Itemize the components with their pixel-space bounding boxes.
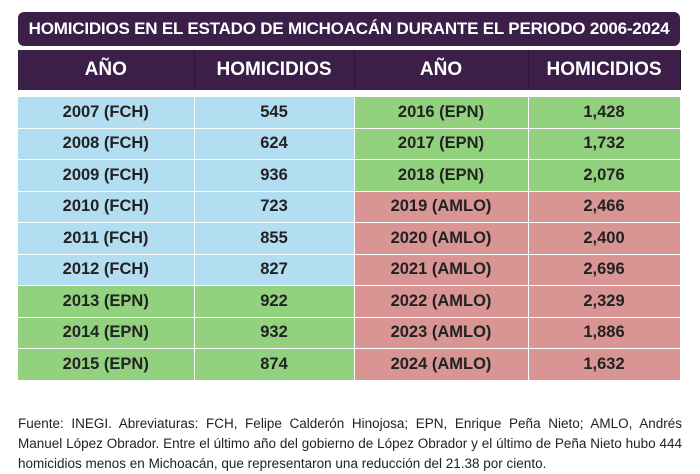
year-right-cell: 2016 (EPN) [354, 97, 529, 129]
homicides-left-cell: 855 [194, 222, 355, 255]
year-left-cell: 2010 (FCH) [18, 191, 195, 223]
header-row: AÑO HOMICIDIOS AÑO HOMICIDIOS [18, 50, 681, 90]
year-right-cell: 2023 (AMLO) [354, 317, 529, 349]
year-right-cell: 2022 (AMLO) [354, 285, 529, 318]
table-row: 2013 (EPN) 922 2022 (AMLO) 2,329 [18, 285, 681, 318]
table-row: 2015 (EPN) 874 2024 (AMLO) 1,632 [18, 348, 681, 381]
homicides-right-cell: 2,400 [528, 222, 681, 255]
homicides-table: AÑO HOMICIDIOS AÑO HOMICIDIOS 2007 (FCH)… [18, 50, 681, 381]
year-right-cell: 2019 (AMLO) [354, 191, 529, 223]
homicides-left-cell: 545 [194, 97, 355, 129]
homicides-right-cell: 1,732 [528, 128, 681, 160]
column-header-year-left: AÑO [18, 50, 195, 90]
column-header-homicides-left: HOMICIDIOS [194, 50, 355, 90]
homicides-left-cell: 624 [194, 128, 355, 160]
source-footnote: Fuente: INEGI. Abreviaturas: FCH, Felipe… [18, 415, 682, 471]
year-left-cell: 2008 (FCH) [18, 128, 195, 160]
homicides-left-cell: 874 [194, 348, 355, 381]
year-left-cell: 2012 (FCH) [18, 254, 195, 286]
homicides-right-cell: 2,696 [528, 254, 681, 286]
homicides-right-cell: 1,886 [528, 317, 681, 349]
year-left-cell: 2009 (FCH) [18, 159, 195, 192]
homicides-left-cell: 936 [194, 159, 355, 192]
year-right-cell: 2024 (AMLO) [354, 348, 529, 381]
year-left-cell: 2011 (FCH) [18, 222, 195, 255]
header-gap [18, 90, 680, 97]
homicides-right-cell: 1,632 [528, 348, 681, 381]
column-header-homicides-right: HOMICIDIOS [528, 50, 681, 90]
homicides-right-cell: 2,076 [528, 159, 681, 192]
homicides-right-cell: 2,329 [528, 285, 681, 318]
table-row: 2008 (FCH) 624 2017 (EPN) 1,732 [18, 128, 681, 160]
table-row: 2009 (FCH) 936 2018 (EPN) 2,076 [18, 159, 681, 192]
year-left-cell: 2015 (EPN) [18, 348, 195, 381]
year-right-cell: 2021 (AMLO) [354, 254, 529, 286]
year-right-cell: 2020 (AMLO) [354, 222, 529, 255]
homicides-left-cell: 932 [194, 317, 355, 349]
table-row: 2010 (FCH) 723 2019 (AMLO) 2,466 [18, 191, 681, 223]
table-row: 2007 (FCH) 545 2016 (EPN) 1,428 [18, 97, 681, 129]
homicides-right-cell: 2,466 [528, 191, 681, 223]
year-left-cell: 2013 (EPN) [18, 285, 195, 318]
homicides-left-cell: 922 [194, 285, 355, 318]
table-body: 2007 (FCH) 545 2016 (EPN) 1,428 2008 (FCH) 62… [18, 90, 681, 381]
table-row: 2012 (FCH) 827 2021 (AMLO) 2,696 [18, 254, 681, 286]
homicides-right-cell: 1,428 [528, 97, 681, 129]
year-right-cell: 2018 (EPN) [354, 159, 529, 192]
year-left-cell: 2014 (EPN) [18, 317, 195, 349]
column-header-year-right: AÑO [354, 50, 529, 90]
homicides-left-cell: 723 [194, 191, 355, 223]
homicides-left-cell: 827 [194, 254, 355, 286]
year-right-cell: 2017 (EPN) [354, 128, 529, 160]
table-title: HOMICIDIOS EN EL ESTADO DE MICHOACÁN DUR… [18, 12, 680, 46]
table-row: 2011 (FCH) 855 2020 (AMLO) 2,400 [18, 222, 681, 255]
year-left-cell: 2007 (FCH) [18, 97, 195, 129]
table-row: 2014 (EPN) 932 2023 (AMLO) 1,886 [18, 317, 681, 349]
